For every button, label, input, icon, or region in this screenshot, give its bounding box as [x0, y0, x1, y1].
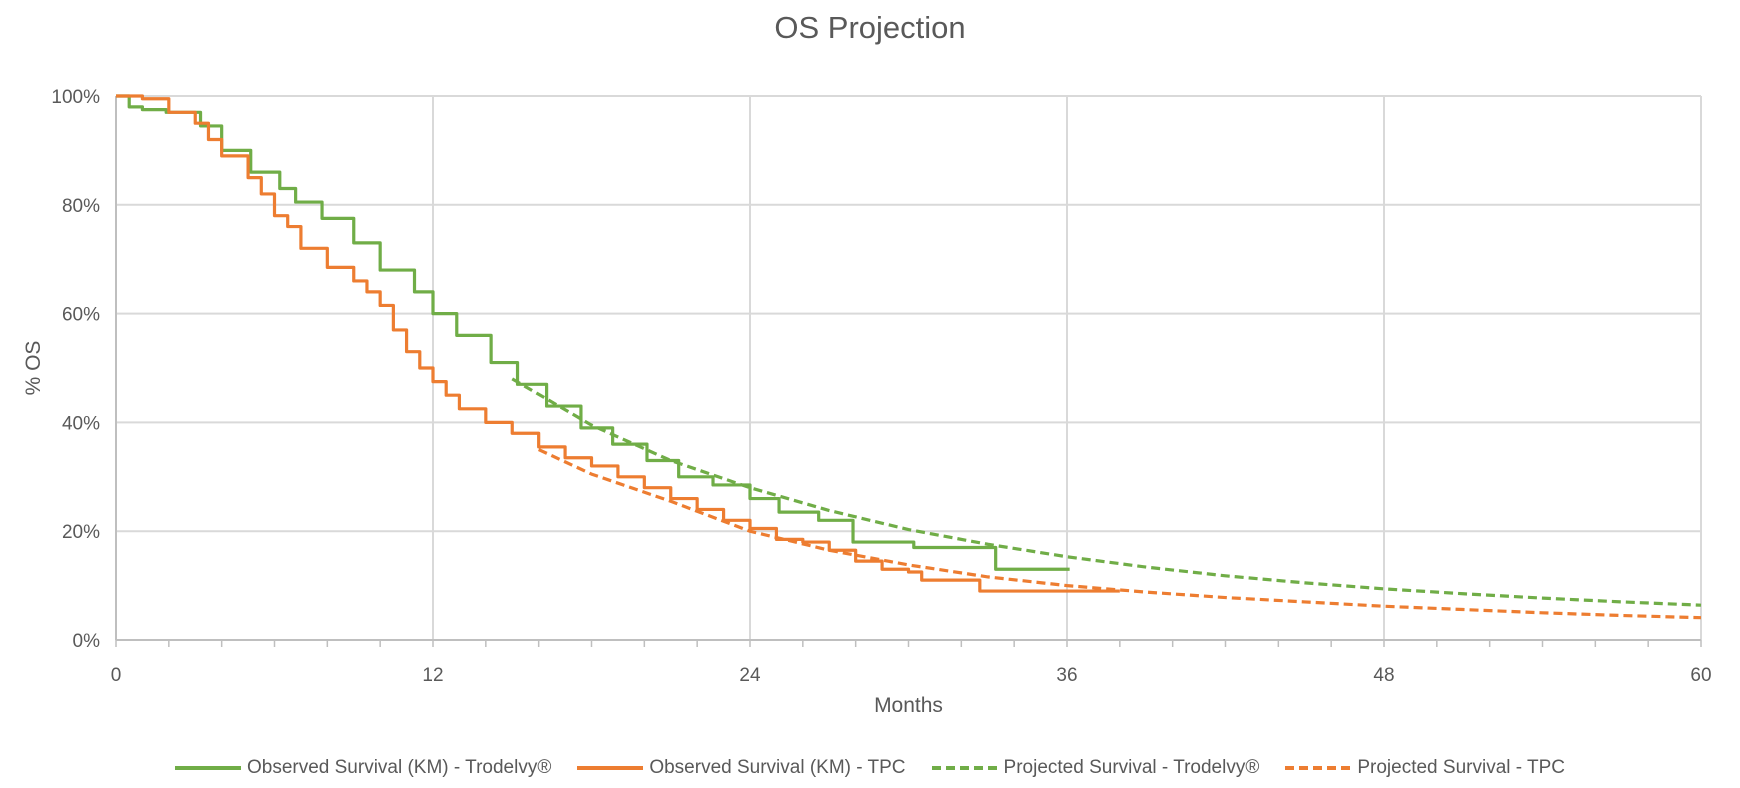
series-line-2: [511, 377, 1702, 607]
series-line-1: [116, 94, 1120, 593]
legend-label: Projected Survival - Trodelvy®: [1003, 757, 1260, 778]
y-axis-label: % OS: [22, 341, 45, 396]
y-tick-label: 60%: [62, 305, 100, 326]
x-tick-label: 24: [739, 665, 761, 686]
x-tick-label: 60: [1690, 665, 1711, 686]
legend-label: Observed Survival (KM) - TPC: [649, 757, 906, 778]
legend-swatch: [577, 766, 644, 770]
y-tick-label: 20%: [62, 522, 100, 543]
x-tick-label: 36: [1056, 665, 1077, 686]
legend-label: Observed Survival (KM) - Trodelvy®: [246, 757, 552, 778]
x-tick-label: 48: [1373, 665, 1394, 686]
y-tick-label: 40%: [62, 413, 100, 434]
legend-label: Projected Survival - TPC: [1357, 757, 1566, 778]
legend-item: Projected Survival - Trodelvy®: [931, 757, 1260, 779]
legend: Observed Survival (KM) - Trodelvy® Observ…: [0, 757, 1740, 779]
legend-swatch: [931, 766, 998, 770]
x-axis-label: Months: [874, 694, 943, 717]
legend-item: Projected Survival - TPC: [1285, 757, 1565, 779]
y-tick-label: 80%: [62, 196, 100, 217]
series-line-3: [537, 448, 1702, 620]
legend-item: Observed Survival (KM) - Trodelvy®: [174, 757, 552, 779]
series-line-0: [116, 94, 1070, 571]
y-tick-label: 0%: [73, 631, 101, 652]
legend-swatch: [1285, 766, 1352, 770]
x-tick-label: 12: [422, 665, 443, 686]
legend-swatch: [174, 766, 241, 770]
chart-title: OS Projection: [774, 10, 966, 45]
legend-item: Observed Survival (KM) - TPC: [577, 757, 906, 779]
x-tick-label: 0: [111, 665, 122, 686]
y-tick-label: 100%: [51, 87, 100, 108]
